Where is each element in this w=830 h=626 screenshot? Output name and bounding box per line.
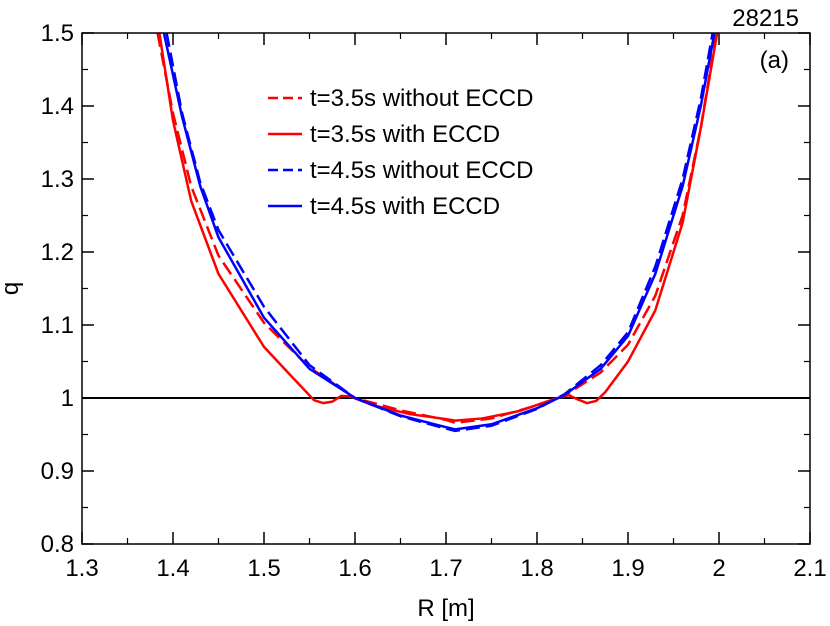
x-tick-label: 1.7 [429,555,462,582]
y-tick-label: 1.4 [41,93,74,120]
legend: t=3.5s without ECCD t=3.5s with ECCD t=4.5… [268,85,533,220]
x-axis-title: R [m] [417,595,474,622]
series-line-1 [156,33,718,425]
y-tick-label: 1.2 [41,239,74,266]
tick-marks [81,32,811,545]
x-tick-label: 2 [712,555,725,582]
x-tick-label: 1.4 [156,555,189,582]
x-tick-label: 1.9 [611,555,644,582]
y-tick-label: 1.3 [41,166,74,193]
legend-label: t=3.5s with ECCD [310,121,500,148]
x-tick-label: 1.8 [520,555,553,582]
y-tick-label: 0.9 [41,458,74,485]
legend-label: t=4.5s with ECCD [310,193,500,220]
series-line-2 [158,33,719,422]
x-tick-label: 2.1 [793,555,826,582]
x-tick-label: 1.5 [247,555,280,582]
y-tick-label: 1.1 [41,312,74,339]
plot-frame [81,32,811,545]
panel-label: (a) [760,47,789,74]
y-tick-label: 0.8 [41,531,74,558]
legend-label: t=3.5s without ECCD [310,85,533,112]
series-line-4 [162,33,716,431]
x-tick-label: 1.6 [338,555,371,582]
x-tick-labels: 1.3 1.4 1.5 1.6 1.7 1.8 1.9 2 2.1 [65,555,826,582]
y-tick-labels: 0.8 0.9 1 1.1 1.2 1.3 1.4 1.5 [41,20,74,558]
y-tick-label: 1.5 [41,20,74,47]
y-tick-label: 1 [61,385,74,412]
legend-label: t=4.5s without ECCD [310,157,533,184]
x-tick-label: 1.3 [65,555,98,582]
shot-number-label: 28215 [732,5,799,32]
series-line-3 [165,33,714,433]
y-axis-title: q [0,282,24,295]
